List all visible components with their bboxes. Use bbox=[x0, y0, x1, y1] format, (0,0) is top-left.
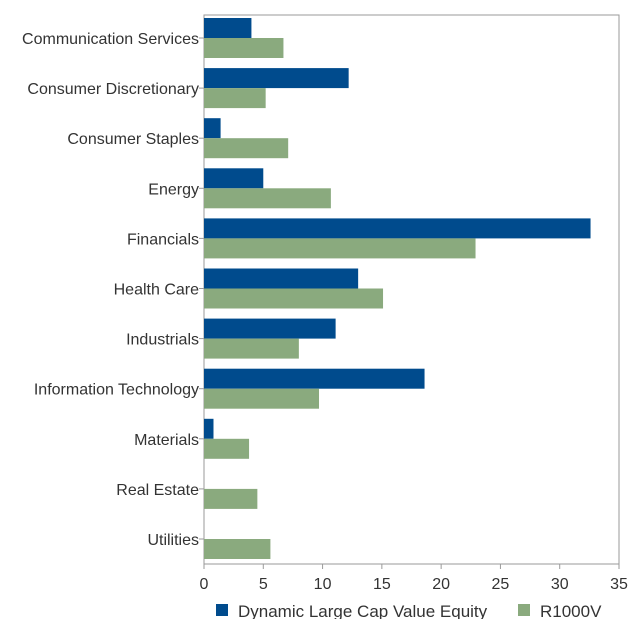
legend-label-1: R1000V bbox=[540, 602, 602, 619]
bar-benchmark-5 bbox=[204, 288, 384, 309]
bar-benchmark-1 bbox=[204, 88, 266, 109]
category-label: Industrials bbox=[126, 332, 199, 349]
category-label: Financials bbox=[127, 231, 199, 248]
legend-swatch-0 bbox=[216, 604, 228, 616]
bar-benchmark-6 bbox=[204, 338, 299, 359]
bar-fund-7 bbox=[204, 368, 425, 389]
legend-label-0: Dynamic Large Cap Value Equity bbox=[238, 602, 488, 619]
bar-fund-1 bbox=[204, 68, 349, 89]
category-label: Materials bbox=[134, 432, 199, 449]
bar-fund-8 bbox=[204, 418, 214, 439]
bar-benchmark-9 bbox=[204, 488, 258, 509]
x-tick-label: 0 bbox=[200, 576, 209, 593]
bar-benchmark-8 bbox=[204, 438, 250, 459]
x-tick-label: 25 bbox=[492, 576, 510, 593]
category-label: Information Technology bbox=[34, 382, 199, 399]
bar-benchmark-0 bbox=[204, 38, 284, 58]
legend: Dynamic Large Cap Value Equity R1000V bbox=[216, 602, 602, 619]
x-tick-label: 10 bbox=[314, 576, 332, 593]
category-label: Energy bbox=[148, 181, 199, 198]
bar-benchmark-4 bbox=[204, 238, 476, 259]
x-tick-label: 5 bbox=[259, 576, 268, 593]
category-label: Utilities bbox=[147, 532, 199, 549]
bar-fund-3 bbox=[204, 168, 264, 189]
bar-fund-2 bbox=[204, 118, 221, 139]
category-label: Consumer Discretionary bbox=[27, 81, 199, 98]
bar-fund-5 bbox=[204, 268, 359, 289]
bar-benchmark-2 bbox=[204, 138, 289, 159]
category-label: Real Estate bbox=[116, 482, 199, 499]
bar-fund-0 bbox=[204, 18, 252, 38]
bar-benchmark-10 bbox=[204, 539, 271, 559]
bar-fund-4 bbox=[204, 218, 591, 239]
x-tick-label: 35 bbox=[610, 576, 628, 593]
bars-group bbox=[204, 18, 591, 559]
bar-benchmark-3 bbox=[204, 188, 331, 209]
x-tick-label: 20 bbox=[432, 576, 450, 593]
bar-fund-6 bbox=[204, 318, 336, 339]
category-label: Health Care bbox=[114, 282, 199, 299]
x-tick-label: 15 bbox=[373, 576, 391, 593]
legend-swatch-1 bbox=[518, 604, 530, 616]
category-label: Consumer Staples bbox=[67, 131, 199, 148]
x-axis-ticks: 0 5 10 15 20 25 30 35 bbox=[200, 564, 628, 593]
x-tick-label: 30 bbox=[551, 576, 569, 593]
category-labels: Communication Services Consumer Discretio… bbox=[22, 31, 204, 549]
category-label: Communication Services bbox=[22, 31, 199, 48]
bar-benchmark-7 bbox=[204, 388, 320, 409]
